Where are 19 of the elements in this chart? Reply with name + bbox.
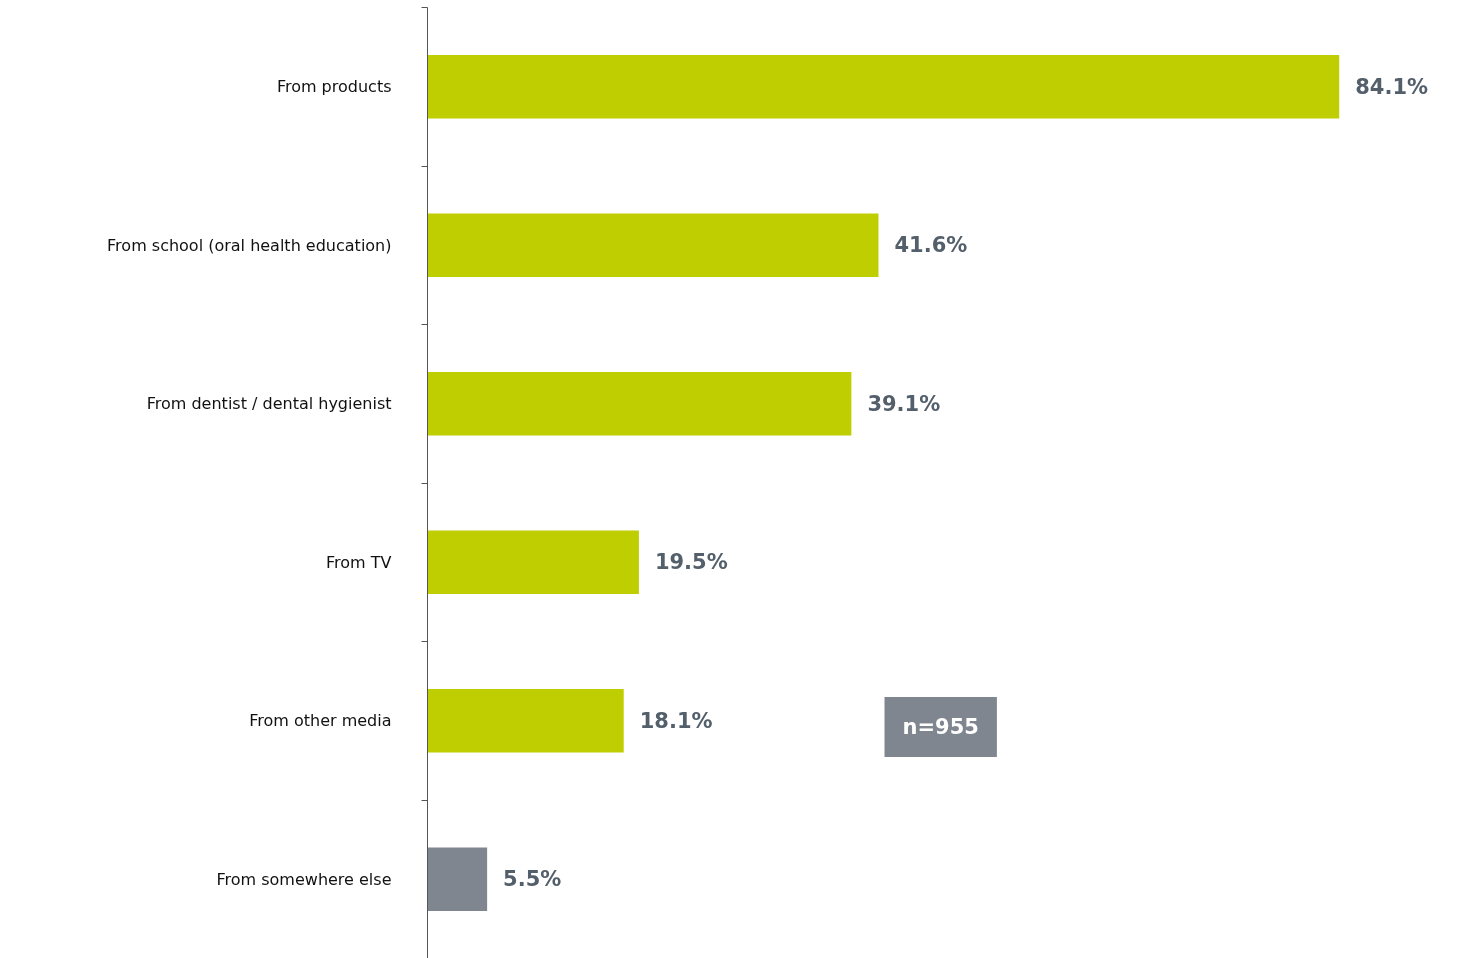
y-tick-label: From somewhere else	[216, 869, 392, 889]
data-label: 5.5%	[503, 867, 562, 892]
y-tick-label: From products	[276, 77, 392, 97]
data-label: 84.1%	[1355, 74, 1429, 99]
data-label: 19.5%	[654, 550, 728, 575]
bar	[427, 689, 624, 753]
data-label: 18.1%	[639, 708, 713, 733]
bar	[427, 530, 639, 594]
annotation: n=955	[902, 715, 979, 740]
y-tick-label: From school (oral health education)	[107, 235, 392, 255]
data-label: 41.6%	[894, 233, 968, 258]
y-tick-label: From other media	[249, 711, 392, 731]
y-tick-label: From dentist / dental hygienist	[146, 394, 392, 414]
y-tick-label: From TV	[326, 552, 392, 572]
bar	[427, 372, 852, 436]
bar	[427, 847, 488, 911]
bar	[427, 213, 879, 277]
bar	[427, 55, 1340, 119]
data-label: 39.1%	[867, 391, 941, 416]
